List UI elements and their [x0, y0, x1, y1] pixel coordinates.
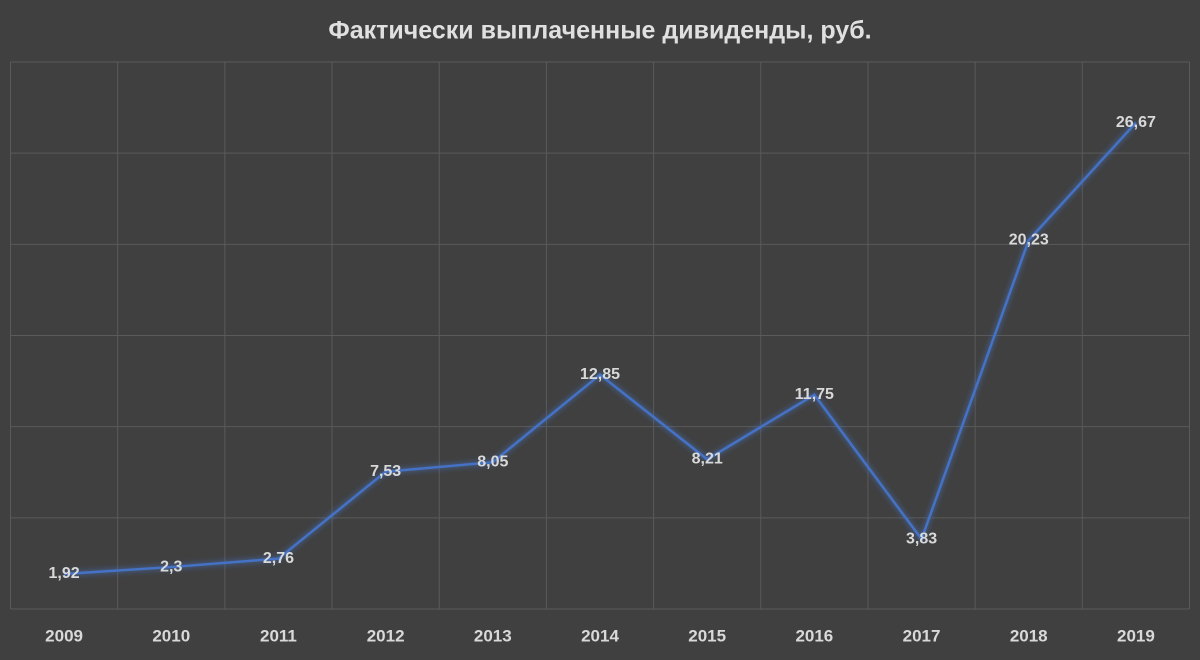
data-label: 12,85 — [580, 366, 620, 383]
x-tick-label: 2015 — [688, 626, 726, 645]
data-label: 26,67 — [1116, 114, 1156, 131]
data-label: 20,23 — [1009, 231, 1049, 248]
data-label: 11,75 — [795, 386, 834, 403]
data-label: 1,92 — [49, 565, 80, 582]
x-tick-label: 2014 — [581, 626, 619, 645]
data-label: 2,3 — [160, 558, 182, 575]
x-tick-label: 2011 — [260, 626, 297, 645]
chart-title: Фактически выплаченные дивиденды, руб. — [328, 17, 871, 45]
data-label: 8,05 — [477, 453, 508, 470]
data-label: 3,83 — [906, 530, 937, 547]
x-tick-label: 2009 — [45, 626, 83, 645]
x-tick-label: 2012 — [367, 626, 405, 645]
data-label: 2,76 — [263, 550, 294, 567]
x-tick-label: 2013 — [474, 626, 512, 645]
x-tick-label: 2010 — [152, 626, 190, 645]
data-line — [64, 121, 1137, 576]
x-tick-label: 2019 — [1117, 626, 1155, 645]
data-label: 7,53 — [370, 463, 401, 480]
data-label: 8,21 — [692, 451, 723, 468]
x-tick-label: 2018 — [1010, 626, 1048, 645]
x-tick-label: 2016 — [795, 626, 833, 645]
x-tick-label: 2017 — [903, 626, 941, 645]
